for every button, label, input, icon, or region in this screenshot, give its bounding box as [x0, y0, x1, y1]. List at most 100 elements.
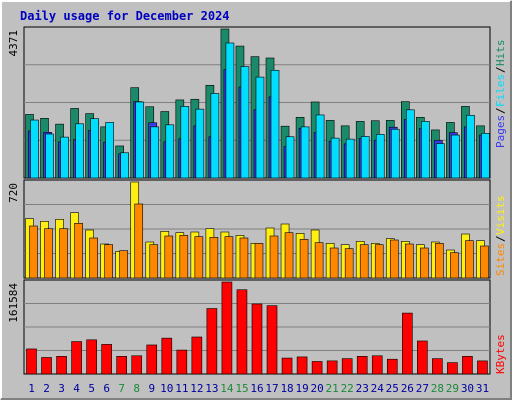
sites-bar	[420, 247, 429, 279]
files-bar	[360, 136, 370, 179]
day-label: 6	[103, 382, 110, 395]
day-label: 11	[175, 382, 188, 395]
sites-bar	[209, 237, 219, 279]
files-bar	[481, 133, 490, 179]
sites-bar	[450, 252, 459, 279]
files-bar	[45, 133, 54, 179]
day-label: 3	[58, 382, 65, 395]
sites-bar	[149, 244, 159, 279]
sites-bar	[389, 239, 399, 279]
kbytes-bar	[447, 362, 458, 375]
kbytes-bar	[432, 358, 443, 375]
files-bar	[451, 134, 460, 179]
day-axis-labels: 1 2 3 4 5 6 7 8 9 10 11 12 13 14 15 16 17 18 19 20 21 22 23 24 2…	[28, 382, 489, 395]
kbytes-bar	[191, 336, 203, 375]
day-label: 17	[265, 382, 278, 395]
sites-bar	[314, 242, 324, 279]
sites-bar	[164, 235, 174, 279]
legend-separator: /	[494, 66, 507, 73]
files-bar	[436, 143, 445, 179]
sites-bar	[119, 250, 128, 279]
hits-files-pages-panel: 4371	[7, 26, 491, 179]
kbytes-bar	[101, 344, 112, 375]
sites-bar	[374, 244, 384, 279]
legend-separator: /	[494, 107, 507, 114]
sites-bar	[299, 239, 309, 279]
day-label: 14	[220, 382, 234, 395]
sites-bar	[405, 243, 414, 279]
files-bar	[270, 69, 280, 179]
sites-bar	[269, 235, 279, 279]
sites-bar	[465, 240, 474, 279]
sites-bar	[480, 245, 489, 279]
sites-bar	[224, 236, 234, 279]
sites-visits-panel: 720	[7, 179, 491, 279]
legend-pages: Pages	[494, 115, 507, 148]
kbytes-bar	[356, 356, 368, 375]
legend-hits: Hits	[494, 40, 507, 67]
sites-bar	[179, 235, 189, 279]
kbytes-bar	[41, 357, 52, 375]
chart-title: Daily usage for December 2024	[20, 9, 230, 23]
files-bar	[390, 128, 400, 179]
files-bar	[421, 121, 430, 179]
day-label: 20	[311, 382, 324, 395]
files-bar	[300, 126, 310, 179]
files-bar	[240, 66, 250, 179]
kbytes-bar	[281, 357, 293, 375]
sites-bar	[104, 244, 113, 279]
files-bar	[210, 93, 220, 179]
files-bar	[180, 106, 190, 179]
day-label: 7	[118, 382, 125, 395]
day-label: 31	[476, 382, 489, 395]
kbytes-bar	[311, 361, 323, 375]
kbytes-bar	[386, 358, 398, 375]
kbytes-bar	[161, 337, 173, 375]
y-max-label: 720	[7, 183, 20, 203]
files-bar	[255, 76, 265, 179]
kbytes-bar	[176, 349, 188, 375]
day-label: 26	[401, 382, 414, 395]
day-label: 28	[431, 382, 444, 395]
files-bar	[285, 136, 295, 179]
files-bar	[90, 118, 99, 179]
files-bar	[466, 114, 475, 179]
kbytes-bar	[116, 356, 127, 375]
files-bar	[330, 137, 340, 179]
kbytes-bar	[236, 289, 248, 375]
files-bar	[406, 109, 415, 179]
y-max-label: 4371	[7, 30, 20, 57]
day-label: 5	[88, 382, 95, 395]
sites-bar	[194, 236, 204, 279]
kbytes-bar	[296, 356, 308, 375]
kbytes-bar	[26, 348, 37, 375]
sites-bar	[344, 248, 354, 279]
sites-bar	[74, 223, 83, 279]
sites-bar	[239, 237, 249, 279]
day-label: 23	[356, 382, 369, 395]
day-label: 9	[148, 382, 155, 395]
sites-bar	[359, 244, 369, 279]
sites-bar	[89, 237, 98, 279]
files-bar	[30, 119, 39, 179]
kbytes-bar	[266, 305, 278, 375]
kbytes-bar	[86, 339, 97, 375]
kbytes-bar	[206, 308, 218, 375]
day-label: 18	[280, 382, 293, 395]
sites-bar	[134, 203, 144, 279]
files-bar	[225, 42, 235, 179]
day-label: 25	[386, 382, 399, 395]
legend-sites: Sites	[494, 243, 507, 276]
files-bar	[150, 126, 160, 179]
sites-bar	[59, 228, 68, 279]
day-label: 1	[28, 382, 35, 395]
day-label: 21	[326, 382, 339, 395]
kbytes-panel: 161584	[7, 279, 491, 375]
sites-bar	[254, 243, 264, 279]
day-label: 30	[461, 382, 474, 395]
kbytes-bar	[477, 360, 488, 375]
files-bar	[195, 108, 205, 179]
